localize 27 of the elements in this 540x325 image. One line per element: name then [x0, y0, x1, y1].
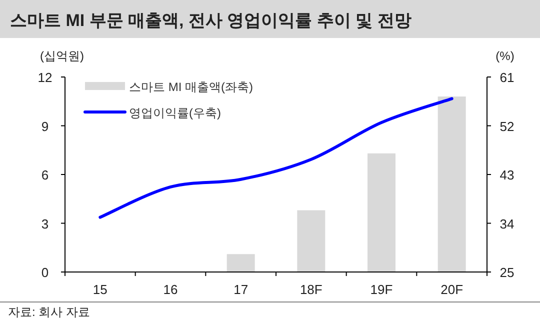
- y2-tick-label: 52: [500, 118, 514, 134]
- y-axis-title: (십억원): [40, 49, 84, 63]
- x-tick-label: 16: [163, 282, 178, 297]
- y2-tick-label: 61: [500, 70, 514, 85]
- y-tick-label: 12: [38, 70, 52, 85]
- y-tick-label: 9: [41, 118, 49, 134]
- y2-tick-label: 43: [500, 168, 514, 182]
- y2-tick-label: 34: [500, 216, 514, 232]
- chart-title: 스마트 MI 부문 매출액, 전사 영업이익률 추이 및 전망: [10, 11, 412, 30]
- legend-label: 영업이익률(우축): [129, 106, 221, 120]
- y2-tick-label: 25: [500, 265, 514, 280]
- bar: [297, 210, 326, 272]
- y-tick-label: 3: [41, 216, 49, 232]
- legend-label: 스마트 MI 매출액(좌축): [129, 80, 253, 94]
- y-tick-label: 6: [41, 168, 49, 182]
- bar: [226, 254, 255, 272]
- x-tick-label: 15: [92, 282, 108, 297]
- bar: [368, 153, 396, 272]
- text: 자료: 회사 자료: [8, 305, 90, 319]
- bar: [438, 96, 466, 272]
- x-tick-label: 17: [234, 282, 248, 297]
- y2-axis-title: (%): [496, 49, 514, 63]
- x-tick-label: 20F: [440, 282, 464, 297]
- y-tick-label: 0: [41, 265, 49, 280]
- x-tick-label: 18F: [300, 282, 322, 297]
- line-series: [98, 97, 454, 219]
- x-tick-label: 19F: [370, 282, 393, 297]
